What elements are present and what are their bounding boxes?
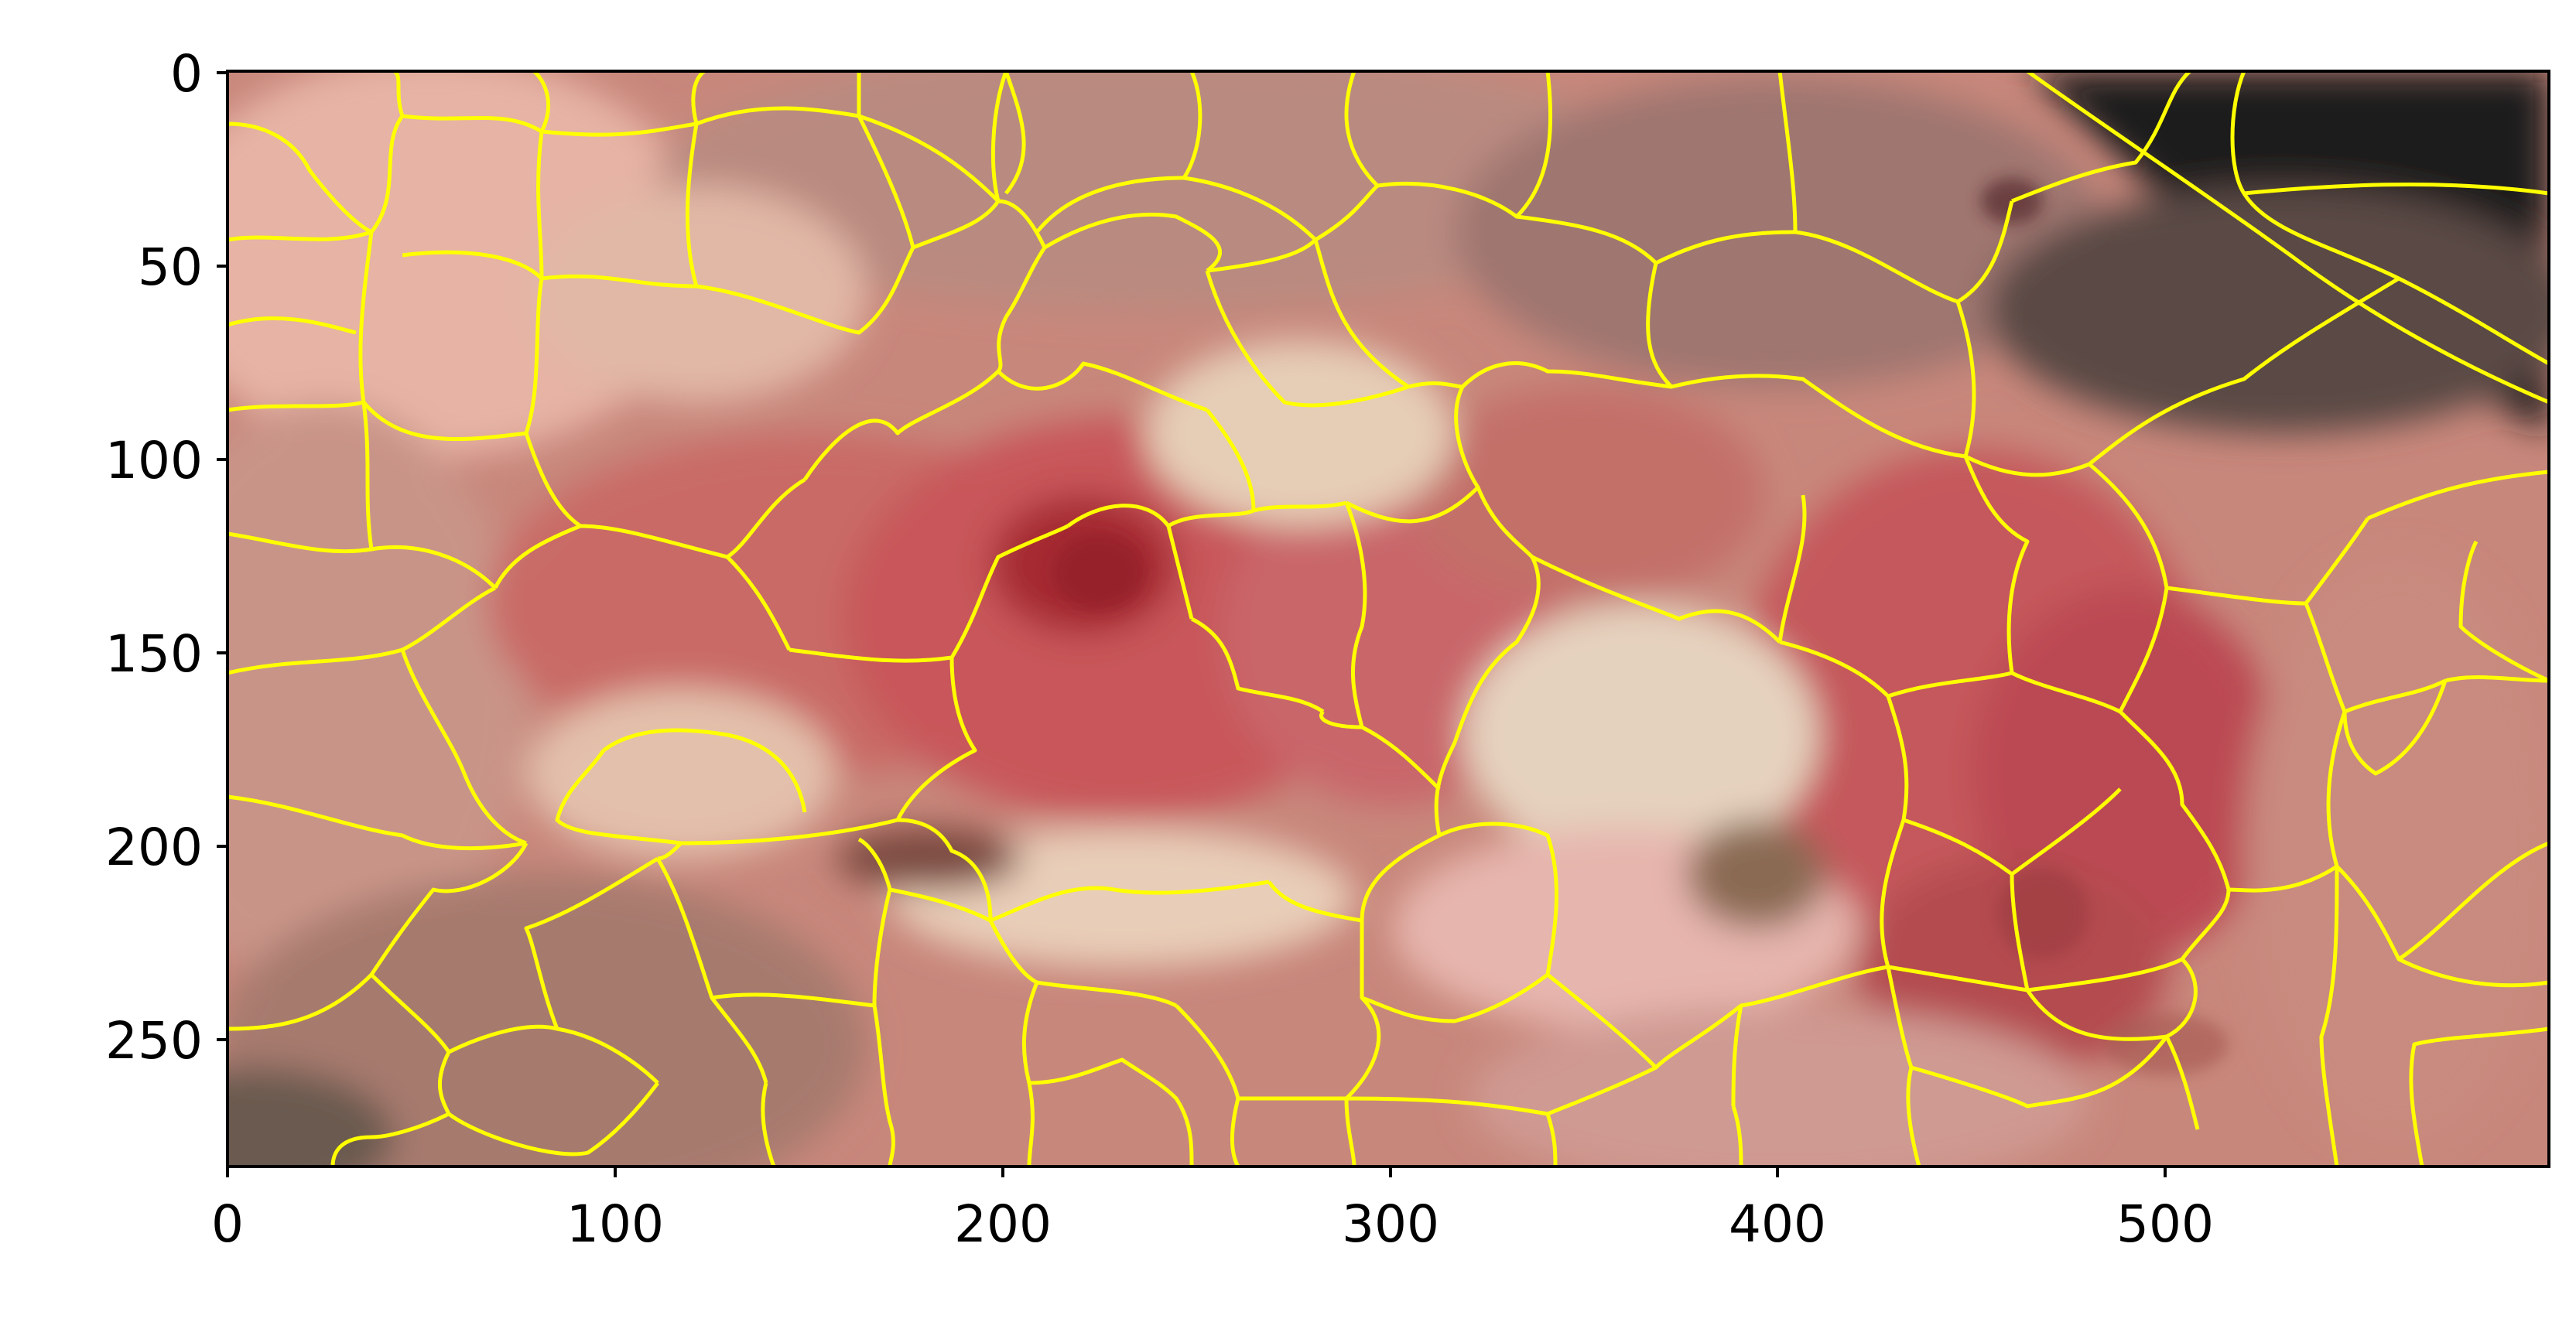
superpixel-boundaries [227, 71, 2549, 1167]
image-frame [226, 70, 2550, 1168]
y-tick-labels: 0 50 100 150 200 250 [105, 44, 203, 1071]
y-tick-label: 0 [170, 44, 203, 104]
skin-image [227, 71, 2549, 1167]
x-tick-labels: 0 100 200 300 400 500 [211, 1194, 2214, 1254]
x-tick-label: 500 [2116, 1194, 2214, 1254]
y-tick-label: 50 [138, 237, 203, 297]
x-axis [226, 1167, 2167, 1177]
y-tick-label: 100 [105, 431, 203, 490]
y-tick-label: 200 [105, 818, 203, 877]
x-tick-label: 400 [1729, 1194, 1826, 1254]
y-tick-label: 250 [105, 1011, 203, 1071]
x-tick-label: 300 [1342, 1194, 1439, 1254]
x-tick-label: 0 [211, 1194, 244, 1254]
y-axis [217, 71, 227, 1041]
x-tick-label: 200 [954, 1194, 1052, 1254]
y-tick-label: 150 [105, 624, 203, 684]
x-tick-label: 100 [566, 1194, 664, 1254]
